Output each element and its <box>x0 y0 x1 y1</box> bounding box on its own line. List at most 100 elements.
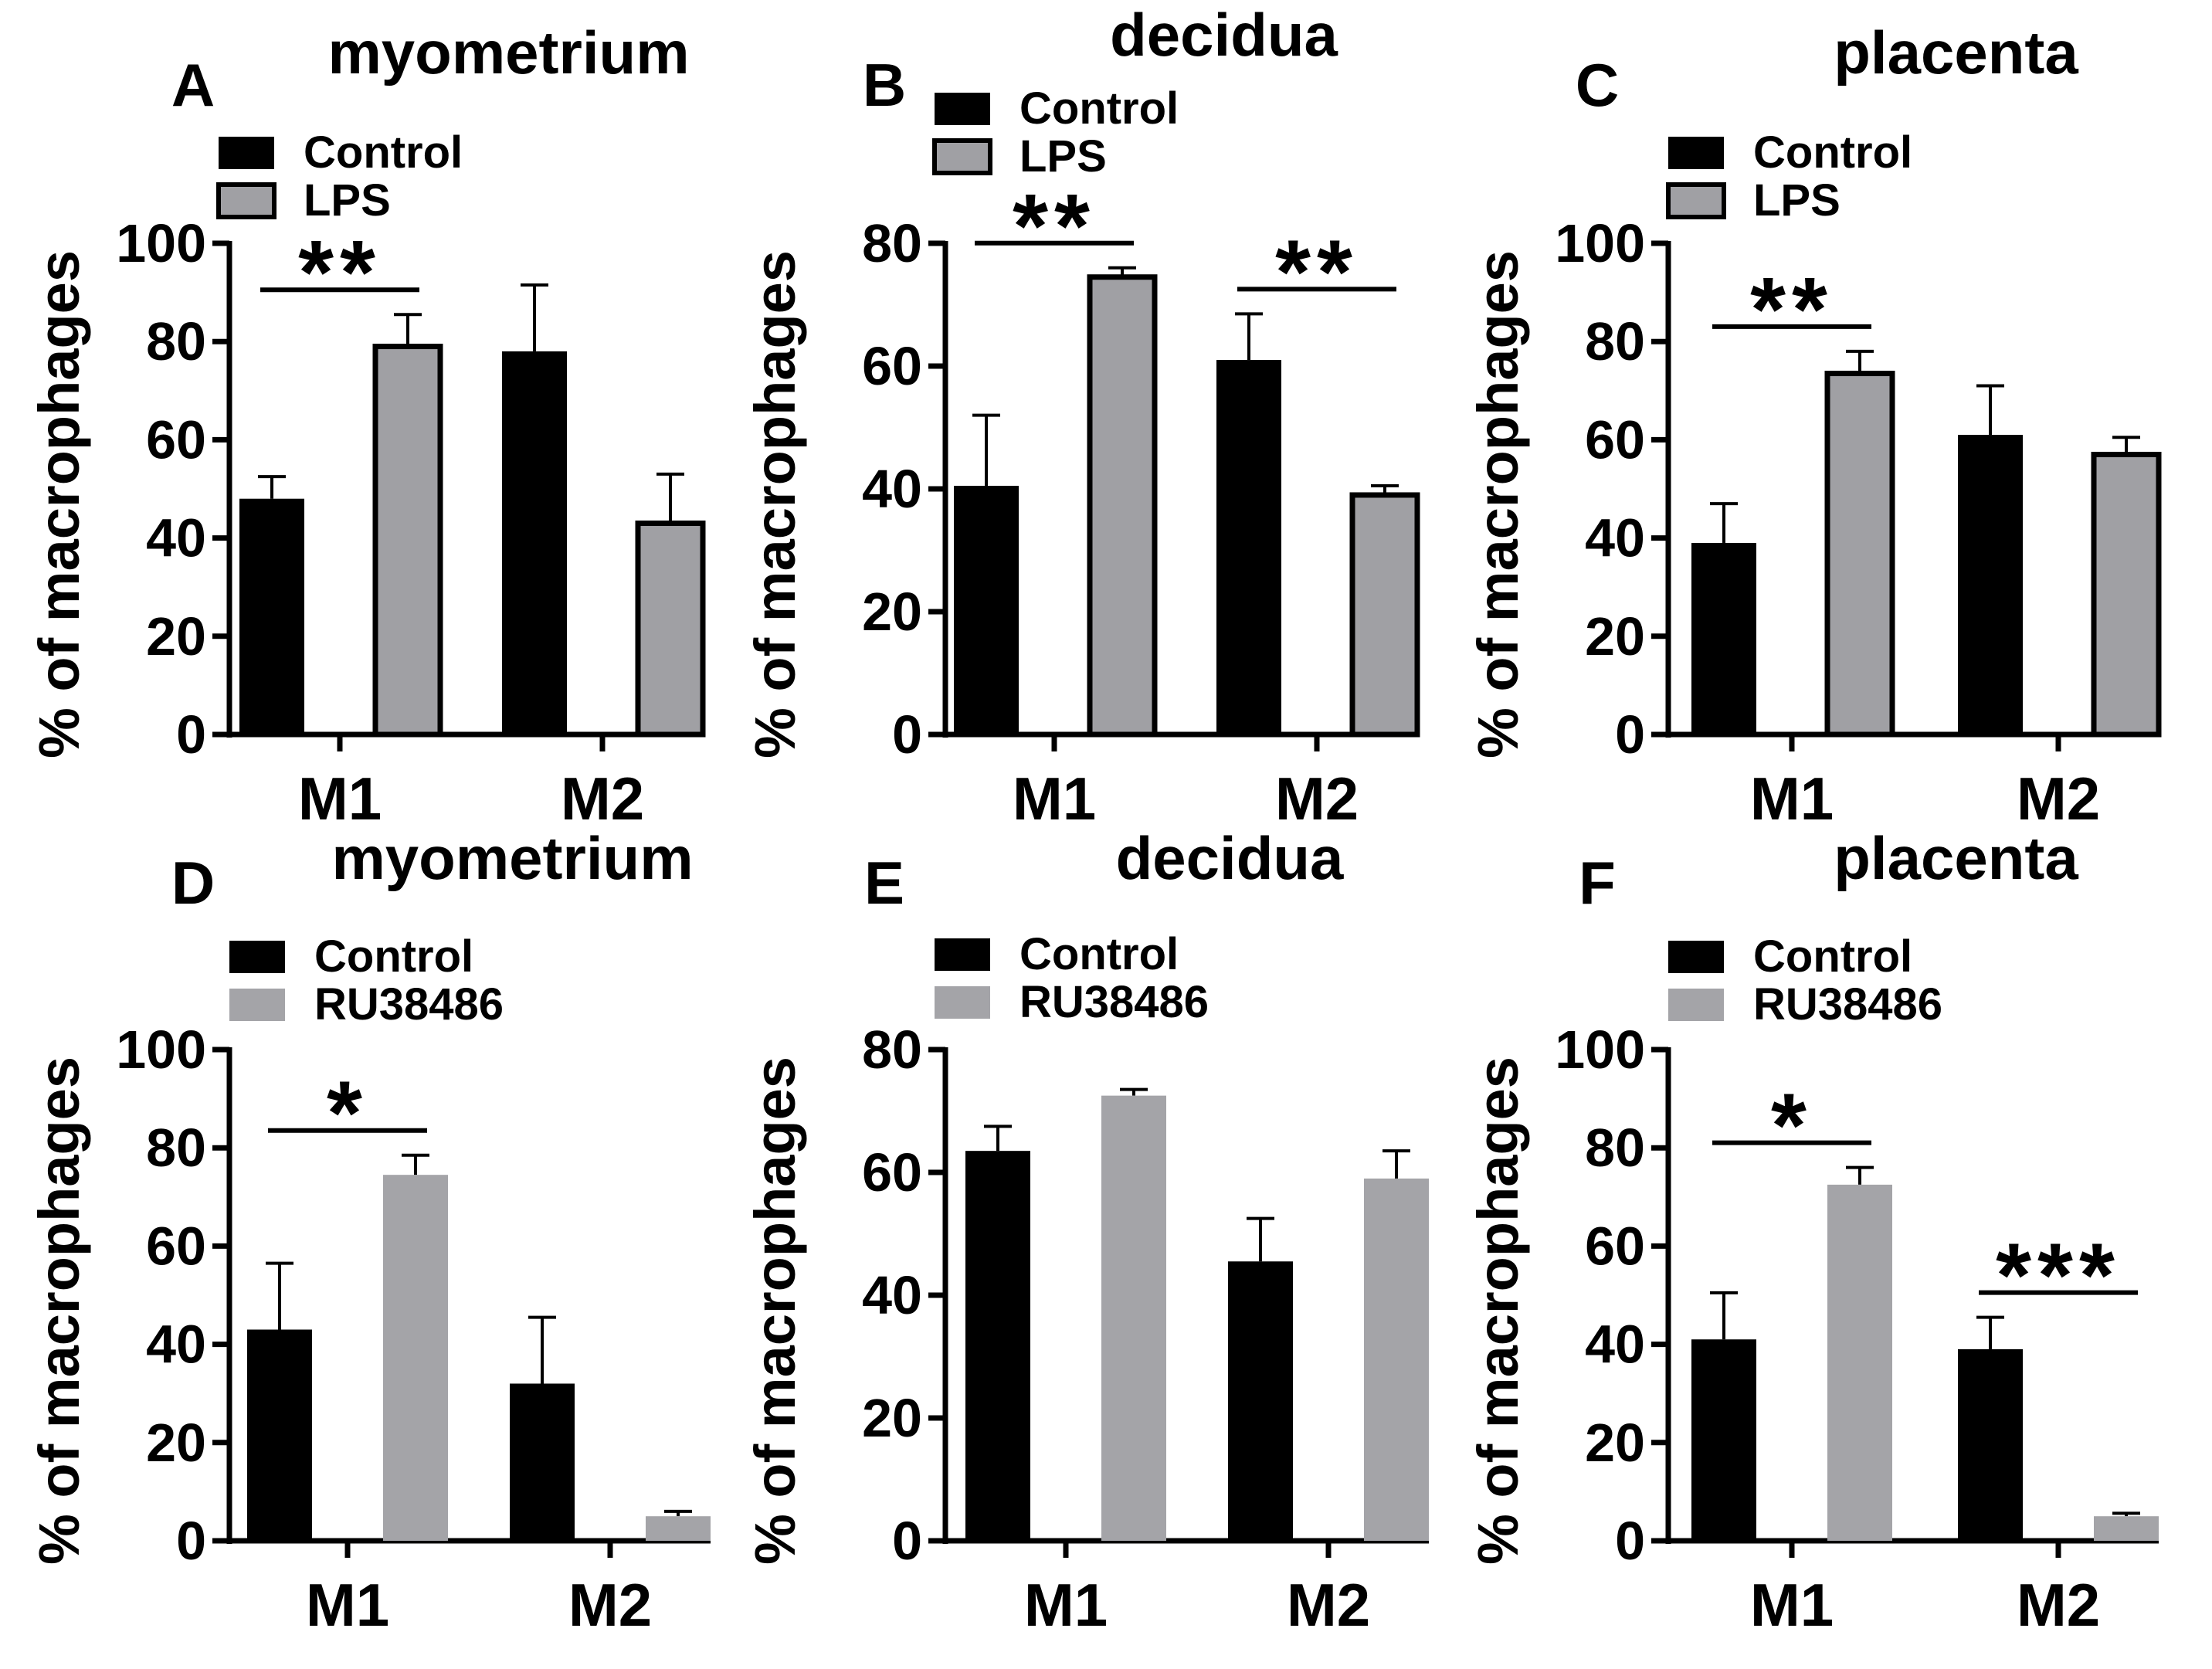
legend-swatch-ru38486 <box>229 989 285 1021</box>
x-tick-label-m2: M2 <box>2017 1571 2100 1639</box>
legend-label-control: Control <box>314 931 473 982</box>
y-tick-label: 80 <box>862 1019 922 1080</box>
bar-control-m1 <box>954 486 1019 734</box>
significance-stars: ** <box>298 222 382 324</box>
bar-ru38486-m1 <box>1827 1184 1892 1541</box>
bar-lps-m2 <box>2091 451 2162 738</box>
x-tick-label-m1: M1 <box>1024 1571 1108 1639</box>
y-tick-label: 60 <box>1585 409 1645 470</box>
x-tick-label-m2: M2 <box>1287 1571 1370 1639</box>
bar-lps-m2 <box>635 521 706 738</box>
y-axis-label: % of macrophages <box>1466 250 1530 758</box>
bar-control-m2 <box>510 1383 575 1541</box>
panel-letter: F <box>1579 849 1616 917</box>
legend-label-lps: LPS <box>304 175 391 226</box>
panel-letter: B <box>863 51 906 119</box>
legend-swatch-control <box>1668 137 1724 169</box>
x-tick-label-m2: M2 <box>568 1571 652 1639</box>
x-tick-label-m1: M1 <box>1750 765 1834 833</box>
legend-swatch-lps <box>932 138 992 175</box>
bar-control-m2 <box>1216 360 1281 734</box>
legend-swatch-control <box>219 137 274 169</box>
legend-swatch-control <box>229 941 285 973</box>
y-tick-label: 100 <box>116 213 206 273</box>
y-tick-label: 60 <box>146 409 206 470</box>
y-tick-label: 20 <box>862 1388 922 1448</box>
x-tick-label-m2: M2 <box>561 765 644 833</box>
legend-label-lps: LPS <box>1019 131 1107 181</box>
legend-swatch-lps <box>216 182 276 219</box>
y-axis-label: % of macrophages <box>743 1057 807 1565</box>
significance-stars: * <box>1771 1075 1813 1177</box>
legend-label-ru38486: RU38486 <box>1753 979 1942 1030</box>
bar-control-m2 <box>502 351 567 734</box>
x-tick-label-m1: M1 <box>298 765 382 833</box>
y-tick-label: 80 <box>1585 311 1645 371</box>
y-tick-label: 40 <box>862 1265 922 1325</box>
bar-ru38486-m1 <box>1101 1095 1166 1541</box>
bar-control-m1 <box>965 1151 1030 1541</box>
significance-stars: ** <box>1750 259 1834 361</box>
y-tick-label: 60 <box>862 336 922 396</box>
y-tick-label: 80 <box>862 213 922 273</box>
y-tick-label: 20 <box>146 606 206 667</box>
panel-letter: A <box>171 51 215 119</box>
x-tick-label-m1: M1 <box>1750 1571 1834 1639</box>
legend-swatch-control <box>935 938 990 971</box>
panel-title: myometrium <box>331 824 693 892</box>
y-tick-label: 40 <box>146 1315 206 1375</box>
bar-control-m2 <box>1958 435 2023 734</box>
y-axis-label: % of macrophages <box>743 250 807 758</box>
y-tick-label: 100 <box>116 1019 206 1080</box>
legend-swatch-ru38486 <box>935 986 990 1019</box>
panel-letter: D <box>171 849 215 917</box>
legend-label-control: Control <box>1753 127 1912 178</box>
legend-label-control: Control <box>1019 83 1179 134</box>
legend-label-control: Control <box>304 127 463 178</box>
significance-stars: ** <box>1013 175 1096 277</box>
significance-stars: ** <box>1275 221 1359 323</box>
bar-control-m1 <box>239 498 304 734</box>
panel-title: decidua <box>1116 824 1344 892</box>
bar-ru38486-m1 <box>383 1175 448 1541</box>
panel-letter: C <box>1576 51 1619 119</box>
bar-control-m1 <box>247 1329 312 1541</box>
panel-title: placenta <box>1834 824 2078 892</box>
y-tick-label: 0 <box>1615 704 1645 765</box>
legend-swatch-lps <box>1666 182 1726 219</box>
x-tick-label-m1: M1 <box>306 1571 389 1639</box>
bar-control-m2 <box>1958 1348 2023 1541</box>
y-tick-label: 60 <box>1585 1216 1645 1276</box>
bar-ru38486-m2 <box>2094 1516 2159 1541</box>
panel-title: myometrium <box>327 19 689 87</box>
bar-ru38486-m2 <box>646 1516 711 1541</box>
y-tick-label: 0 <box>176 1511 206 1571</box>
panel-title: placenta <box>1834 19 2078 87</box>
y-tick-label: 60 <box>146 1216 206 1276</box>
y-tick-label: 40 <box>862 459 922 519</box>
y-tick-label: 0 <box>1615 1511 1645 1571</box>
legend-label-control: Control <box>1753 931 1912 982</box>
y-tick-label: 80 <box>146 311 206 371</box>
y-tick-label: 40 <box>146 508 206 568</box>
y-tick-label: 20 <box>862 582 922 642</box>
bar-lps-m1 <box>372 344 443 738</box>
panel-title: decidua <box>1110 1 1338 69</box>
y-tick-label: 60 <box>862 1142 922 1203</box>
y-tick-label: 40 <box>1585 508 1645 568</box>
significance-stars: *** <box>1996 1225 2121 1327</box>
y-axis-label: % of macrophages <box>27 250 91 758</box>
legend-label-control: Control <box>1019 929 1179 979</box>
x-tick-label-m1: M1 <box>1013 765 1096 833</box>
bar-lps-m2 <box>1349 492 1420 738</box>
y-tick-label: 0 <box>892 704 922 765</box>
y-tick-label: 100 <box>1555 1019 1645 1080</box>
y-axis-label: % of macrophages <box>27 1057 91 1565</box>
bar-ru38486-m2 <box>1364 1178 1429 1541</box>
y-tick-label: 0 <box>892 1511 922 1571</box>
legend-swatch-control <box>935 93 990 125</box>
y-tick-label: 0 <box>176 704 206 765</box>
